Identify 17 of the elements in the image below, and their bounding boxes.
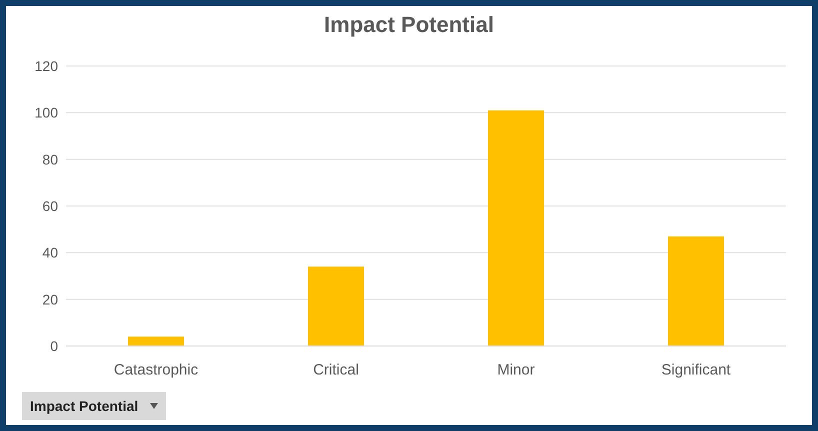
y-tick-label: 100 xyxy=(34,104,58,121)
bar xyxy=(128,336,184,346)
y-tick-label: 80 xyxy=(42,151,58,168)
bar xyxy=(668,236,724,346)
y-tick-label: 0 xyxy=(50,338,58,354)
chart-title: Impact Potential xyxy=(323,12,495,38)
bar xyxy=(488,110,544,346)
x-tick-label: Critical xyxy=(313,362,359,379)
text: Impact Potential xyxy=(30,398,138,414)
y-tick-label: 40 xyxy=(42,244,58,261)
x-tick-label: Minor xyxy=(497,362,535,379)
y-tick-label: 60 xyxy=(42,198,58,214)
x-tick-label: Significant xyxy=(661,362,732,379)
bar xyxy=(308,266,364,346)
y-tick-label: 120 xyxy=(34,58,58,74)
y-tick-label: 20 xyxy=(42,291,58,308)
x-tick-label: Catastrophic xyxy=(114,362,199,379)
